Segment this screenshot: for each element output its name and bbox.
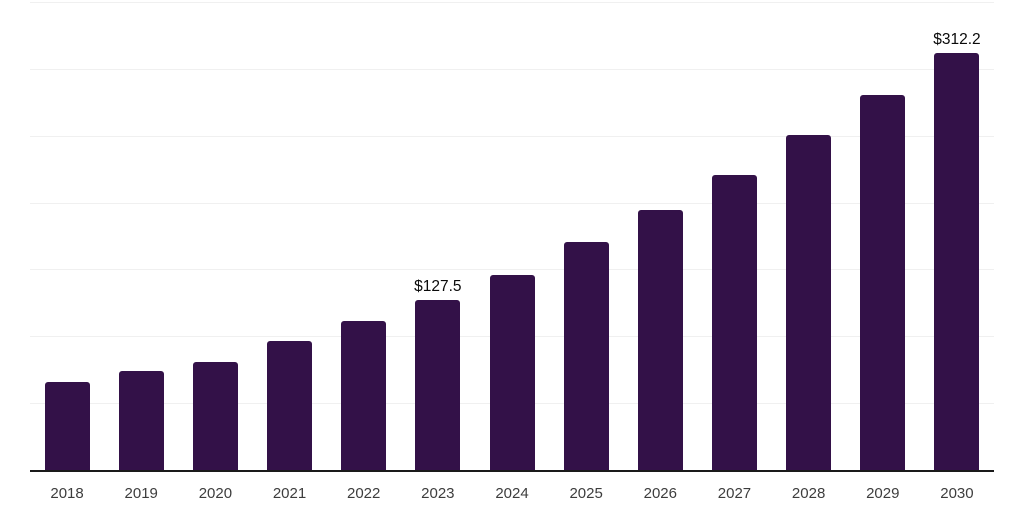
bar-2026 [637,209,683,470]
x-tick-2030: 2030 [940,485,974,502]
gridline-300 [30,68,994,70]
bar-2029 [860,95,906,470]
bar-2019 [118,371,164,470]
bar-2018 [44,382,90,470]
gridline-200 [30,202,994,204]
bar-2022 [341,321,387,470]
bar-2020 [192,362,238,470]
bar-2023 [415,299,461,470]
x-tick-2019: 2019 [124,485,158,502]
gridline-250 [30,135,994,137]
bar-2027 [711,174,757,470]
x-tick-2026: 2026 [643,485,677,502]
x-tick-2027: 2027 [717,485,752,502]
gridline-350 [30,2,994,3]
bar-value-label-2030: $312.2 [933,31,981,49]
x-tick-2022: 2022 [347,485,381,502]
bar-value-label-2023: $127.5 [414,278,462,296]
x-tick-2023: 2023 [421,485,455,502]
x-tick-2024: 2024 [495,485,529,502]
bar-2030 [934,52,980,470]
x-tick-2021: 2021 [272,485,307,502]
bar-2025 [563,242,609,470]
x-axis-tick-labels: 2018 2019 2020 2021 2022 2023 2024 2025 2026 2027… [30,482,994,506]
x-tick-2028: 2028 [791,485,826,502]
bar-2028 [786,135,832,470]
gridline-150 [30,269,994,271]
x-tick-2029: 2029 [866,485,900,502]
bar-2021 [267,341,313,470]
x-tick-2020: 2020 [198,485,233,502]
plot-area: $127.5 $312.2 [30,2,994,472]
x-tick-2018: 2018 [50,485,84,502]
x-tick-2025: 2025 [569,485,603,502]
bar-2024 [489,274,535,470]
